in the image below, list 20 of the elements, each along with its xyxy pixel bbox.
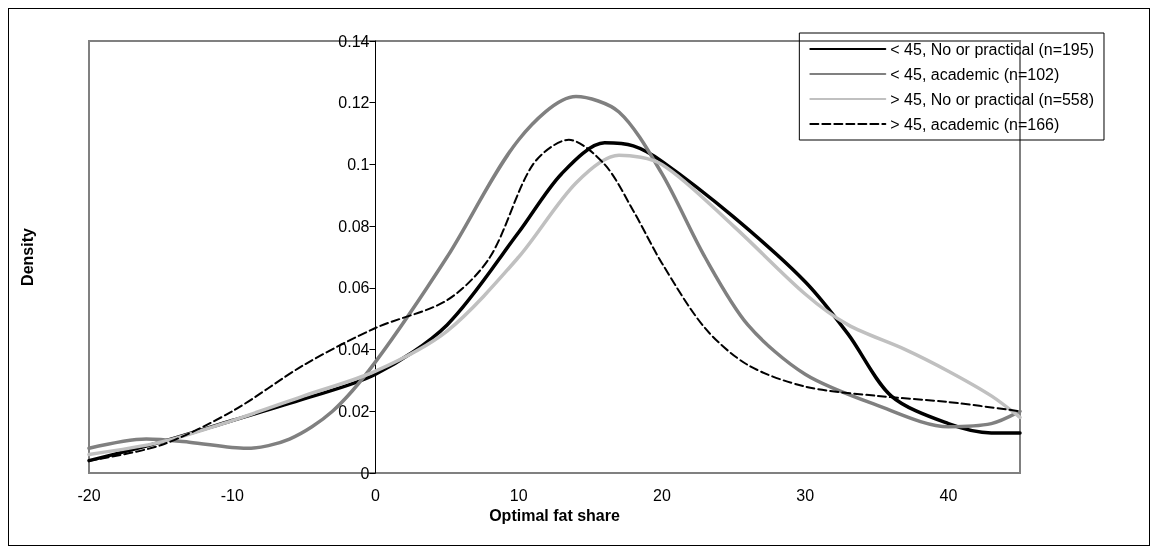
- y-tick-label: 0.14: [338, 32, 370, 50]
- x-tick-label: -20: [77, 486, 101, 504]
- x-tick-label: 30: [796, 486, 815, 504]
- y-tick-label: 0.08: [338, 217, 370, 235]
- legend-label: < 45, academic (n=102): [890, 65, 1060, 83]
- y-tick-label: 0.06: [338, 279, 370, 297]
- x-tick-label: 10: [509, 486, 528, 504]
- y-axis-title: Density: [18, 228, 36, 286]
- y-tick-label: 0.1: [347, 155, 370, 173]
- legend-label: < 45, No or practical (n=195): [890, 40, 1095, 58]
- legend-label: > 45, No or practical (n=558): [890, 90, 1095, 108]
- x-tick-label: 40: [939, 486, 958, 504]
- legend-label: > 45, academic (n=166): [890, 115, 1060, 133]
- x-axis-title: Optimal fat share: [489, 507, 620, 525]
- x-tick-label: 0: [371, 486, 381, 504]
- x-tick-label: 20: [653, 486, 671, 504]
- y-tick-label: 0.12: [338, 94, 370, 112]
- y-tick-label: 0: [360, 464, 370, 482]
- y-tick-label: 0.02: [338, 402, 370, 420]
- x-tick-label: -10: [220, 486, 244, 504]
